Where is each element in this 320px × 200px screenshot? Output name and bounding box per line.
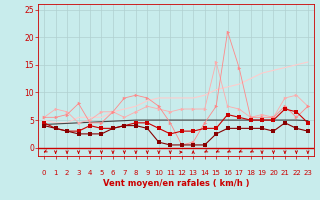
X-axis label: Vent moyen/en rafales ( km/h ): Vent moyen/en rafales ( km/h ): [103, 179, 249, 188]
